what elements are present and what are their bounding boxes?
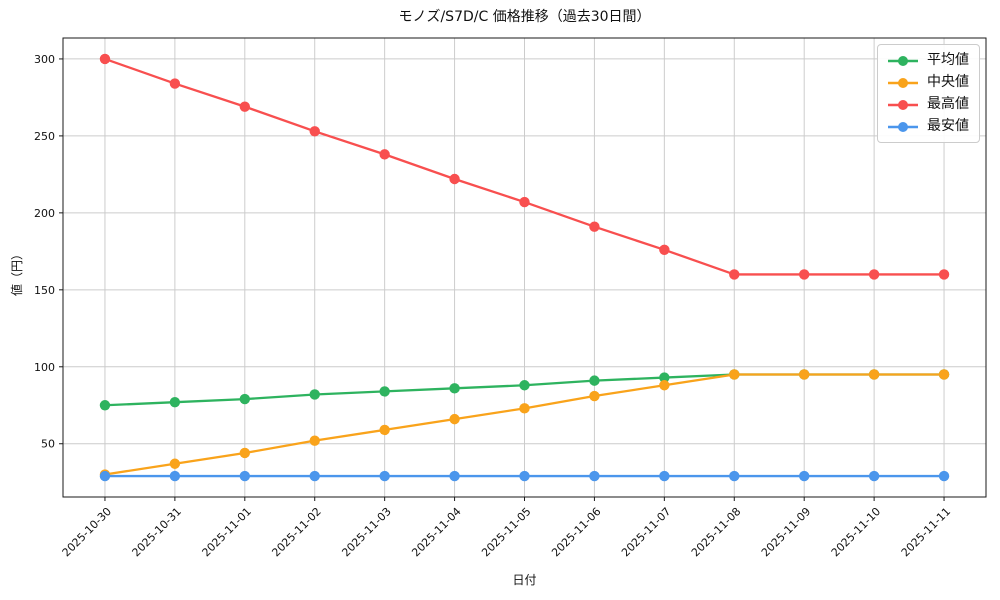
x-tick-label: 2025-10-31 [130,505,184,559]
data-point [938,269,950,280]
data-point [239,447,251,459]
data-point [868,470,880,482]
data-point [798,470,810,482]
data-point [379,386,390,397]
data-point [449,470,460,482]
chart-title: モノズ/S7D/C 価格推移（過去30日間） [398,9,651,25]
data-point [239,393,251,405]
data-point [938,369,950,380]
data-point [379,470,390,482]
data-point [868,369,880,380]
legend-swatch-icon [888,121,918,132]
y-tick-label: 150 [34,284,55,297]
data-point [309,435,320,446]
data-point [449,173,460,185]
legend-item-0: 平均値 [888,51,969,70]
x-tick-label: 2025-11-08 [689,505,743,559]
data-point [99,53,111,65]
x-tick-label: 2025-11-02 [269,505,323,559]
data-point [659,380,670,391]
legend-label: 中央値 [927,74,969,90]
y-tick-label: 200 [34,207,55,220]
x-tick-label: 2025-10-30 [60,505,114,559]
data-point [309,126,320,137]
x-tick-label: 2025-11-11 [899,505,953,559]
data-point [798,369,810,380]
data-point [938,470,950,482]
legend-item-1: 中央値 [888,73,969,92]
data-point [379,424,390,436]
data-point [519,196,530,208]
data-point [659,372,670,383]
x-axis-title: 日付 [512,573,537,587]
x-tick-label: 2025-11-04 [409,505,463,559]
data-point [798,269,810,280]
data-point [589,221,600,232]
legend-item-2: 最高値 [888,95,969,114]
data-point [519,380,530,391]
x-tick-label: 2025-11-01 [200,505,254,559]
data-point [868,269,880,280]
legend-label: 最高値 [927,96,969,112]
y-tick-label: 100 [34,361,55,374]
data-point [239,470,251,482]
y-axis-title: 値（円） [10,247,24,296]
x-tick-label: 2025-11-03 [339,505,393,559]
legend: 平均値中央値最高値最安値 [877,44,980,143]
data-point [309,389,320,400]
data-point [169,396,181,408]
data-point [309,470,320,482]
x-tick-label: 2025-11-06 [549,505,603,559]
data-point [589,390,600,402]
x-tick-label: 2025-11-10 [829,505,883,559]
data-point [379,149,390,160]
data-point [99,470,111,482]
legend-swatch-icon [888,99,918,110]
y-tick-label: 50 [41,438,55,451]
x-tick-label: 2025-11-09 [759,505,813,559]
legend-swatch-icon [888,55,918,66]
data-point [659,244,670,255]
y-tick-label: 300 [34,53,55,66]
data-point [729,269,740,280]
data-point [169,78,181,89]
data-point [449,413,460,425]
x-tick-label: 2025-11-05 [479,505,533,559]
data-point [239,101,251,112]
data-point [729,369,740,380]
data-point [169,470,181,482]
data-point [449,383,460,394]
data-point [519,470,530,482]
legend-label: 平均値 [927,52,969,68]
data-point [729,470,740,482]
data-point [99,400,111,411]
legend-swatch-icon [888,77,918,88]
legend-item-3: 最安値 [888,117,969,136]
data-point [169,458,181,469]
data-point [659,470,670,482]
x-tick-label: 2025-11-07 [619,505,673,559]
data-point [519,403,530,414]
data-point [589,375,600,386]
legend-label: 最安値 [927,118,969,134]
data-point [589,470,600,482]
y-tick-label: 250 [34,130,55,143]
